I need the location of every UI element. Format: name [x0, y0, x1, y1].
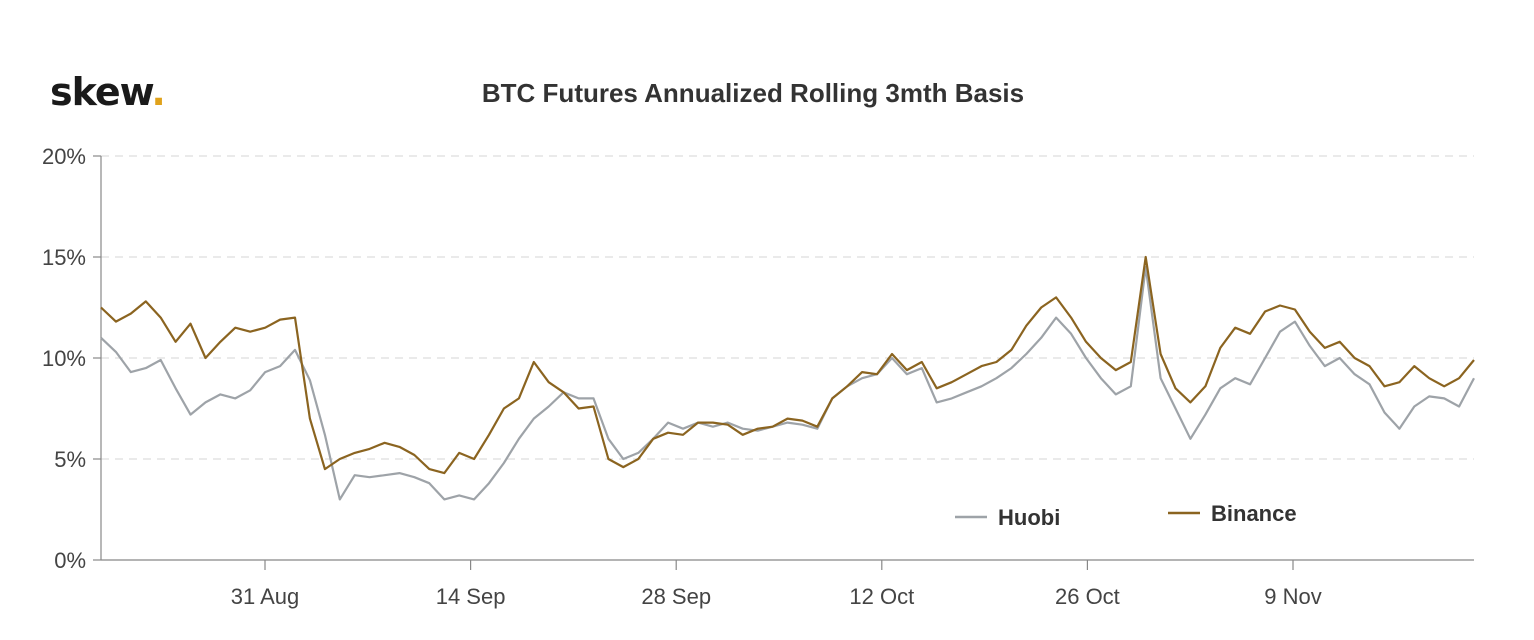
series-line-huobi [100, 266, 1475, 501]
x-tick-label: 31 Aug [231, 584, 300, 609]
y-tick-label: 20% [42, 144, 86, 169]
series-line-binance [100, 255, 1475, 475]
skew-logo: skew. [50, 70, 166, 114]
x-tick-label: 12 Oct [849, 584, 914, 609]
y-tick-label: 15% [42, 245, 86, 270]
legend-label-binance: Binance [1211, 501, 1297, 526]
legend-label-huobi: Huobi [998, 505, 1060, 530]
x-tick-label: 26 Oct [1055, 584, 1120, 609]
chart-series [100, 255, 1475, 501]
chart-title: BTC Futures Annualized Rolling 3mth Basi… [482, 78, 1024, 108]
y-tick-label: 10% [42, 346, 86, 371]
x-tick-label: 28 Sep [641, 584, 711, 609]
y-tick-label: 5% [54, 447, 86, 472]
x-tick-label: 9 Nov [1264, 584, 1321, 609]
x-tick-label: 14 Sep [436, 584, 506, 609]
chart-legend: Huobi Binance [955, 501, 1297, 530]
chart-axes: 0% 5% 10% 15% 20% 31 Aug 14 Sep 28 Sep 12 Oct 26 … [42, 144, 1474, 609]
chart-grid [101, 155, 1474, 460]
y-tick-label: 0% [54, 548, 86, 573]
